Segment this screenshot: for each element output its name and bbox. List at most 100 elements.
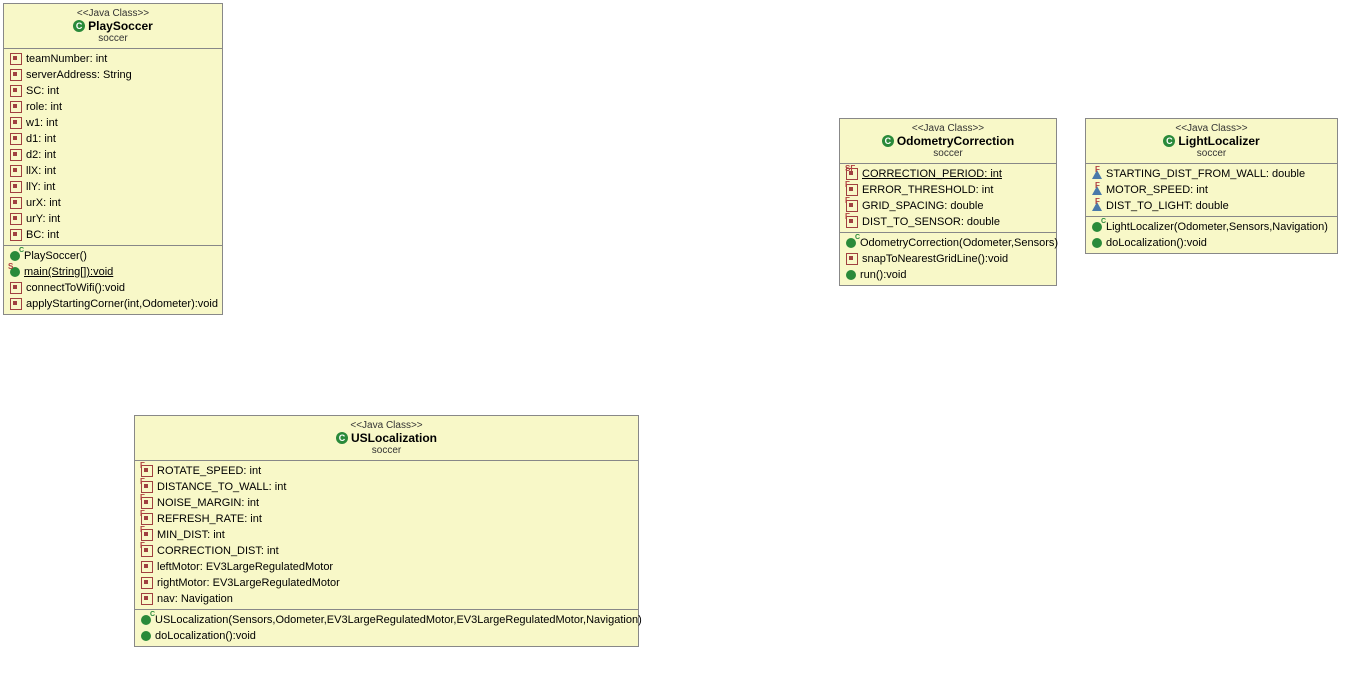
modifier-overlay: F (1095, 165, 1100, 174)
private-field-icon (10, 133, 22, 145)
field-text: urX: int (26, 197, 61, 209)
field-text: role: int (26, 101, 62, 113)
private-field-icon (10, 149, 22, 161)
method-row: PlaySoccer() (4, 248, 222, 264)
field-row: d1: int (4, 131, 222, 147)
methods-section: LightLocalizer(Odometer,Sensors,Navigati… (1086, 217, 1337, 253)
private-field-icon (10, 213, 22, 225)
public-icon (846, 270, 856, 280)
class-name-text: PlaySoccer (88, 19, 153, 33)
field-row: leftMotor: EV3LargeRegulatedMotor (135, 559, 638, 575)
field-text: DIST_TO_SENSOR: double (862, 216, 1000, 228)
class-header: <<Java Class>>COdometryCorrectionsoccer (840, 119, 1056, 164)
method-text: USLocalization(Sensors,Odometer,EV3Large… (155, 614, 642, 626)
package-name: soccer (1092, 148, 1331, 159)
public-icon: S (10, 267, 20, 277)
class-header: <<Java Class>>CLightLocalizersoccer (1086, 119, 1337, 164)
modifier-overlay: F (140, 525, 145, 534)
field-row: F DIST_TO_SENSOR: double (840, 214, 1056, 230)
field-row: FDIST_TO_LIGHT: double (1086, 198, 1337, 214)
method-text: LightLocalizer(Odometer,Sensors,Navigati… (1106, 221, 1328, 233)
package-name: soccer (846, 148, 1050, 159)
field-row: SFCORRECTION_PERIOD: int (840, 166, 1056, 182)
class-icon: C (1163, 135, 1175, 147)
private-field-icon (10, 53, 22, 65)
method-text: PlaySoccer() (24, 250, 87, 262)
fields-section: FROTATE_SPEED: intFDISTANCE_TO_WALL: int… (135, 461, 638, 610)
class-header: <<Java Class>>CUSLocalizationsoccer (135, 416, 638, 461)
stereotype: <<Java Class>> (141, 420, 632, 431)
modifier-overlay: S (8, 262, 13, 271)
class-name-text: LightLocalizer (1178, 134, 1259, 148)
modifier-overlay: F (140, 477, 145, 486)
field-text: llX: int (26, 165, 56, 177)
default-icon: F (1092, 202, 1102, 211)
fields-section: SFCORRECTION_PERIOD: intFERROR_THRESHOLD… (840, 164, 1056, 233)
field-row: FCORRECTION_DIST: int (135, 543, 638, 559)
private-field-icon (10, 69, 22, 81)
stereotype: <<Java Class>> (10, 8, 216, 19)
field-text: BC: int (26, 229, 59, 241)
private-field-icon (10, 229, 22, 241)
field-row: FERROR_THRESHOLD: int (840, 182, 1056, 198)
private-field-icon (10, 181, 22, 193)
field-text: llY: int (26, 181, 55, 193)
method-row: run():void (840, 267, 1056, 283)
class-header: <<Java Class>>CPlaySoccersoccer (4, 4, 222, 49)
field-row: BC: int (4, 227, 222, 243)
modifier-overlay: F (140, 541, 145, 550)
field-row: F MOTOR_SPEED: int (1086, 182, 1337, 198)
private-field-icon: F (141, 545, 153, 557)
modifier-overlay: F (140, 461, 145, 470)
field-row: llX: int (4, 163, 222, 179)
field-text: leftMotor: EV3LargeRegulatedMotor (157, 561, 333, 573)
class-name: CUSLocalization (336, 431, 437, 445)
field-text: serverAddress: String (26, 69, 132, 81)
methods-section: OdometryCorrection(Odometer,Sensors)snap… (840, 233, 1056, 285)
field-text: d2: int (26, 149, 56, 161)
fields-section: FSTARTING_DIST_FROM_WALL: doubleFMOTOR_S… (1086, 164, 1337, 217)
method-row: snapToNearestGridLine():void (840, 251, 1056, 267)
field-row: w1: int (4, 115, 222, 131)
private-field-icon: F (141, 513, 153, 525)
constructor-icon (846, 238, 856, 248)
field-text: SC: int (26, 85, 59, 97)
private-field-icon (10, 117, 22, 129)
field-row: FNOISE_MARGIN: int (135, 495, 638, 511)
public-icon (141, 631, 151, 641)
methods-section: PlaySoccer()Smain(String[]):voidconnectT… (4, 246, 222, 314)
private-method-icon (846, 253, 858, 265)
field-row: teamNumber: int (4, 51, 222, 67)
modifier-overlay: F (845, 196, 850, 205)
method-row: applyStartingCorner(int,Odometer):void (4, 296, 222, 312)
stereotype: <<Java Class>> (1092, 123, 1331, 134)
field-text: w1: int (26, 117, 58, 129)
field-text: MOTOR_SPEED: int (1106, 184, 1208, 196)
class-name-text: OdometryCorrection (897, 134, 1014, 148)
field-text: DISTANCE_TO_WALL: int (157, 481, 286, 493)
private-field-icon: F (846, 216, 858, 228)
modifier-overlay: SF (845, 164, 855, 173)
class-icon: C (73, 20, 85, 32)
public-icon (1092, 238, 1102, 248)
class-icon: C (882, 135, 894, 147)
private-field-icon (10, 197, 22, 209)
private-field-icon: F (846, 200, 858, 212)
field-row: rightMotor: EV3LargeRegulatedMotor (135, 575, 638, 591)
method-text: snapToNearestGridLine():void (862, 253, 1008, 265)
default-icon: F (1092, 186, 1102, 195)
field-text: urY: int (26, 213, 60, 225)
private-field-icon (141, 593, 153, 605)
modifier-overlay: F (140, 509, 145, 518)
class-icon: C (336, 432, 348, 444)
field-row: SC: int (4, 83, 222, 99)
fields-section: teamNumber: int serverAddress: String SC: … (4, 49, 222, 246)
method-text: run():void (860, 269, 906, 281)
field-row: llY: int (4, 179, 222, 195)
private-field-icon (10, 101, 22, 113)
class-name: COdometryCorrection (882, 134, 1014, 148)
package-name: soccer (141, 445, 632, 456)
field-text: GRID_SPACING: double (862, 200, 983, 212)
field-row: FROTATE_SPEED: int (135, 463, 638, 479)
field-row: urX: int (4, 195, 222, 211)
